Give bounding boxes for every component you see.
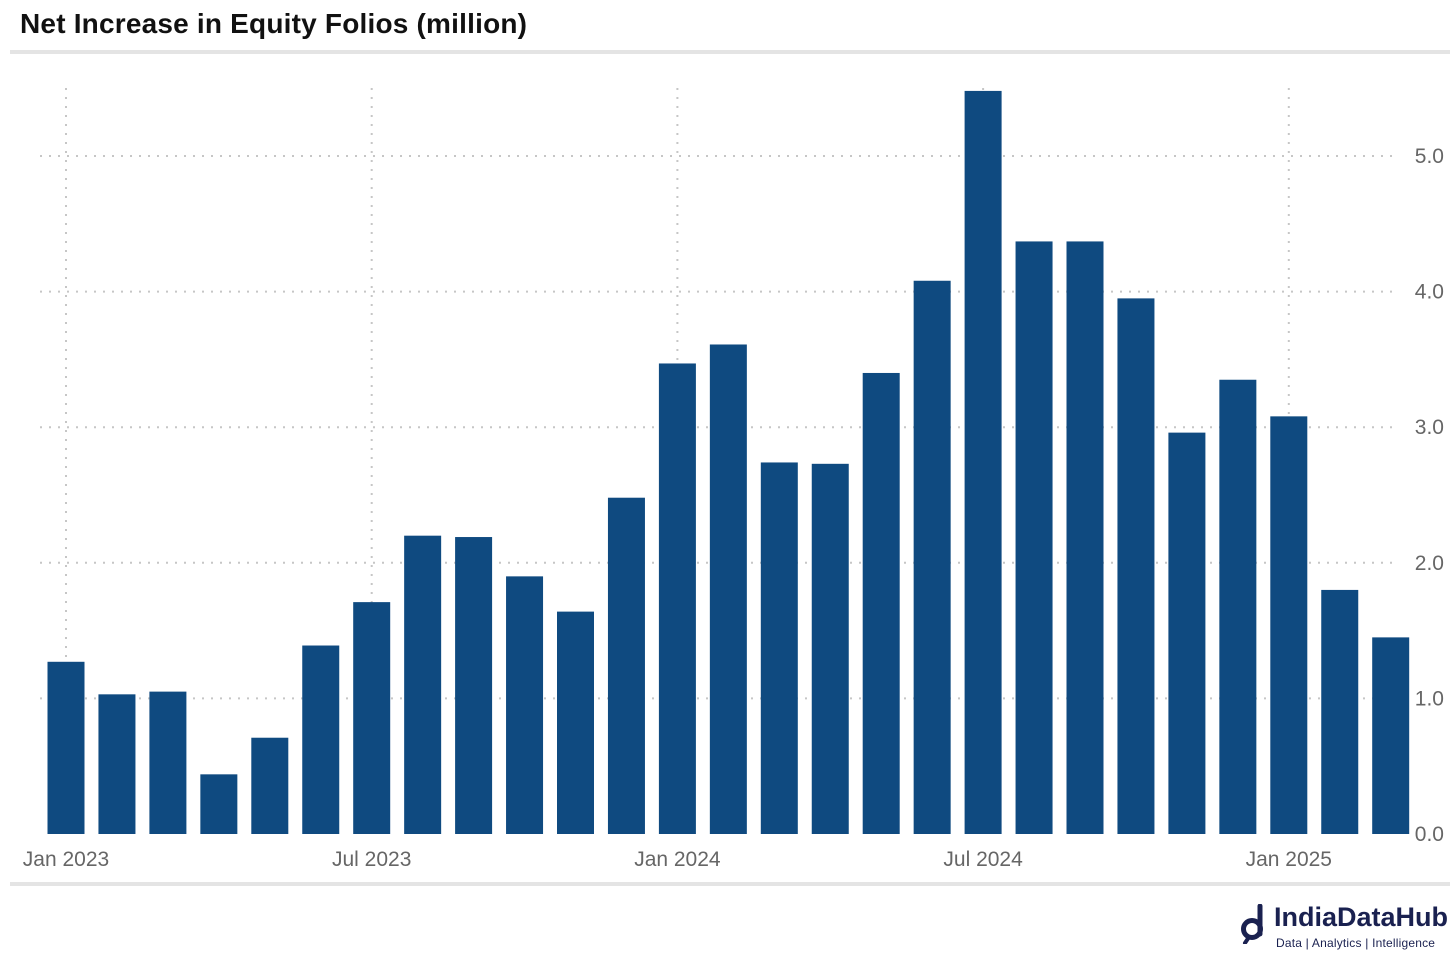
bar-aug-2024 <box>1015 241 1053 835</box>
footer-divider <box>10 882 1450 886</box>
bar-jul-2023 <box>353 602 391 834</box>
bar-jan-2024 <box>658 363 696 834</box>
brand-logo-icon <box>1241 904 1263 944</box>
bar-feb-2023 <box>98 694 136 834</box>
bar-apr-2024 <box>811 463 849 834</box>
x-tick-label: Jul 2023 <box>332 848 411 871</box>
y-tick-label: 5.0 <box>1415 145 1444 168</box>
bar-chart: 0.0 1.0 2.0 3.0 4.0 5.0 Jan 2023 Jul 2023 Jan 20… <box>23 88 1444 871</box>
bar-aug-2023 <box>404 535 442 834</box>
y-tick-label: 0.0 <box>1415 823 1444 846</box>
bar-jun-2023 <box>302 645 340 834</box>
header-divider <box>10 50 1450 54</box>
y-tick-label: 4.0 <box>1415 281 1444 304</box>
bar-dec-2023 <box>607 497 645 834</box>
bar-oct-2024 <box>1117 298 1155 834</box>
y-tick-label: 3.0 <box>1415 416 1444 439</box>
bar-mar-2023 <box>149 691 187 834</box>
bar-feb-2025 <box>1321 589 1359 834</box>
bar-nov-2024 <box>1168 432 1206 834</box>
brand-name: IndiaDataHub <box>1274 902 1449 932</box>
y-tick-label: 1.0 <box>1415 687 1444 710</box>
bar-mar-2025 <box>1372 637 1410 834</box>
brand-logo: IndiaDataHub Data | Analytics | Intellig… <box>1240 902 1450 954</box>
x-tick-label: Jan 2023 <box>23 848 109 871</box>
brand-tagline: Data | Analytics | Intelligence <box>1276 936 1436 950</box>
bar-jul-2024 <box>964 90 1002 835</box>
x-tick-label: Jan 2025 <box>1246 848 1332 871</box>
x-tick-label: Jan 2024 <box>634 848 721 871</box>
bar-jan-2023 <box>47 661 85 834</box>
bar-may-2023 <box>251 737 289 834</box>
y-tick-label: 2.0 <box>1415 552 1444 575</box>
bar-feb-2024 <box>709 344 747 834</box>
label-layer: 0.0 1.0 2.0 3.0 4.0 5.0 Jan 2023 Jul 2023 Jan 20… <box>23 145 1444 871</box>
bar-apr-2023 <box>200 774 238 834</box>
bar-dec-2024 <box>1219 379 1257 834</box>
bar-sep-2024 <box>1066 241 1104 835</box>
x-tick-label: Jul 2024 <box>943 848 1023 871</box>
chart-title: Net Increase in Equity Folios (million) <box>20 8 528 39</box>
bar-may-2024 <box>862 372 900 834</box>
bar-mar-2024 <box>760 462 798 834</box>
bar-jan-2025 <box>1270 416 1308 834</box>
bar-oct-2023 <box>506 576 544 834</box>
bar-sep-2023 <box>455 537 493 834</box>
bar-layer <box>47 90 1410 835</box>
bar-jun-2024 <box>913 280 951 834</box>
bar-nov-2023 <box>557 611 594 834</box>
